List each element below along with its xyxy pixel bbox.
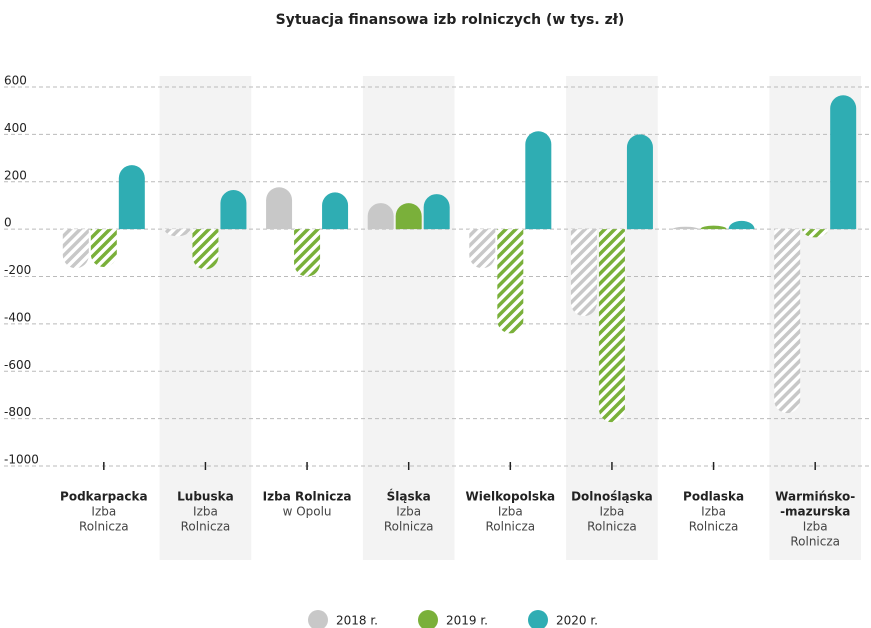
x-tick-sublabel: Rolnicza <box>384 520 434 534</box>
bar <box>525 131 552 230</box>
bar <box>672 226 699 230</box>
x-tick-sublabel: Izba <box>193 505 218 519</box>
y-tick-label: 400 <box>4 121 27 135</box>
bar <box>90 229 117 268</box>
bar <box>700 225 727 230</box>
x-tick-sublabel: Rolnicza <box>689 520 739 534</box>
y-tick-label: 600 <box>4 74 27 88</box>
x-tick-sublabel: Izba <box>803 520 828 534</box>
x-tick-label: Podlaska <box>683 490 744 504</box>
bar <box>266 187 293 230</box>
x-tick-sublabel: Izba <box>600 505 625 519</box>
x-tick-label: Lubuska <box>177 490 234 504</box>
x-tick-label: Śląska <box>387 489 431 504</box>
bar <box>164 229 191 237</box>
bar <box>220 190 247 230</box>
legend-label: 2019 r. <box>446 614 488 628</box>
bar <box>497 229 524 334</box>
bar <box>626 134 653 230</box>
x-tick-sublabel: Rolnicza <box>79 520 129 534</box>
x-tick-label: Wielkopolska <box>465 490 555 504</box>
bar <box>395 203 422 230</box>
x-tick-sublabel: Rolnicza <box>181 520 231 534</box>
legend-swatch <box>308 610 328 628</box>
y-tick-label: -1000 <box>4 453 39 467</box>
bar <box>830 95 857 230</box>
chart-title: Sytuacja finansowa izb rolniczych (w tys… <box>276 12 625 28</box>
x-tick-sublabel: Izba <box>91 505 116 519</box>
x-tick-sublabel: Rolnicza <box>587 520 637 534</box>
bar <box>469 229 496 269</box>
bar <box>367 203 394 230</box>
y-tick-label: -200 <box>4 263 31 277</box>
band <box>159 76 252 560</box>
x-tick-sublabel: Izba <box>396 505 421 519</box>
bar <box>322 192 349 230</box>
x-tick-sublabel: Izba <box>498 505 523 519</box>
bar <box>294 229 321 277</box>
x-tick-sublabel: w Opolu <box>283 505 332 519</box>
bar <box>192 229 219 270</box>
y-tick-label: 200 <box>4 168 27 182</box>
y-tick-label: 0 <box>4 216 12 230</box>
x-tick-label: Izba Rolnicza <box>263 490 352 504</box>
x-tick-sublabel: Rolnicza <box>790 535 840 549</box>
x-tick-label: Warmińsko- <box>775 490 855 504</box>
x-tick-label: Dolnośląska <box>571 490 653 504</box>
bar <box>62 229 89 269</box>
y-tick-label: -400 <box>4 310 31 324</box>
bar <box>423 194 450 230</box>
bar <box>118 165 145 230</box>
bar <box>774 229 801 414</box>
bar <box>802 229 829 238</box>
x-tick-label: -mazurska <box>780 505 850 519</box>
x-tick-label: Podkarpacka <box>60 490 148 504</box>
legend-label: 2018 r. <box>336 614 378 628</box>
y-tick-label: -800 <box>4 405 31 419</box>
x-tick-sublabel: Rolnicza <box>485 520 535 534</box>
x-tick-sublabel: Izba <box>701 505 726 519</box>
legend-label: 2020 r. <box>556 614 598 628</box>
legend-swatch <box>418 610 438 628</box>
bar <box>728 220 755 230</box>
legend-swatch <box>528 610 548 628</box>
y-tick-label: -600 <box>4 358 31 372</box>
band <box>362 76 455 560</box>
bar <box>570 229 597 317</box>
bar <box>598 229 625 423</box>
